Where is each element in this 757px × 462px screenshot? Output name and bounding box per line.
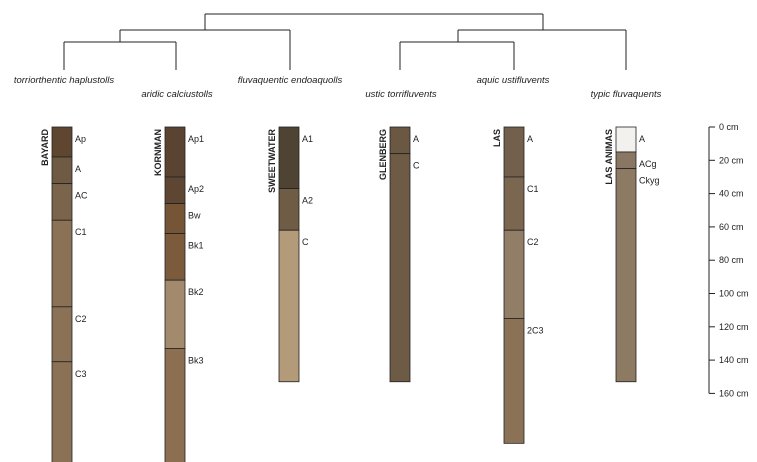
horizon-label: C: [413, 161, 420, 171]
horizon-label: Bk1: [188, 241, 204, 251]
taxonomy-label: aquic ustifluvents: [477, 75, 550, 86]
horizon-label: A: [413, 134, 419, 144]
taxonomy-label: torriorthentic haplustolls: [14, 75, 115, 86]
horizon-label: 2C3: [527, 325, 544, 335]
scale-tick-label: 20 cm: [719, 155, 744, 165]
horizon-block: [389, 153, 411, 383]
horizon-block: [503, 318, 525, 444]
soil-profile: A C GLENBERG: [378, 126, 420, 383]
horizon-label: Bk3: [188, 355, 204, 365]
horizon-label: C1: [75, 227, 87, 237]
horizon-block: [51, 156, 73, 185]
dendrogram: [63, 13, 627, 70]
scale-tick-label: 120 cm: [719, 322, 749, 332]
series-label: LAS: [492, 129, 502, 147]
horizon-block: [51, 183, 73, 221]
soil-profile: Ap A AC C1 C2 C3 BAYARD: [40, 126, 88, 462]
horizon-label: C1: [527, 184, 539, 194]
series-label: LAS ANIMAS: [604, 129, 614, 185]
taxonomy-label: fluvaquentic endoaquolls: [238, 75, 343, 86]
taxonomy-label: aridic calciustolls: [141, 89, 213, 100]
horizon-label: Ap2: [188, 184, 204, 194]
horizon-label: A: [527, 134, 533, 144]
scale-tick-label: 100 cm: [719, 289, 749, 299]
horizon-block: [389, 126, 411, 155]
horizon-label: Ap1: [188, 134, 204, 144]
horizon-block: [615, 126, 637, 153]
horizon-label: C3: [75, 369, 87, 379]
scale-tick-label: 160 cm: [719, 388, 749, 398]
series-label: GLENBERG: [378, 129, 388, 180]
scale-tick-label: 140 cm: [719, 355, 749, 365]
horizon-block: [164, 279, 186, 349]
horizon-label: A: [639, 134, 645, 144]
horizon-block: [278, 229, 300, 383]
depth-scale: 0 cm 20 cm 40 cm 60 cm 80 cm 100 cm 120 cm 140 …: [708, 122, 749, 398]
horizon-block: [51, 219, 73, 308]
horizon-label: Bw: [188, 211, 201, 221]
series-label: KORNMAN: [153, 129, 163, 176]
series-label: SWEETWATER: [267, 129, 277, 193]
scale-tick-label: 0 cm: [719, 122, 739, 132]
horizon-label: Ckyg: [639, 176, 660, 186]
horizon-block: [164, 126, 186, 178]
horizon-block: [278, 126, 300, 190]
series-label: BAYARD: [40, 129, 50, 166]
horizon-block: [278, 188, 300, 231]
horizon-label: C: [302, 237, 309, 247]
soil-profile: A ACg Ckyg LAS ANIMAS: [604, 126, 660, 383]
horizon-label: C2: [75, 314, 87, 324]
horizon-label: Bk2: [188, 287, 204, 297]
soil-profile: Ap1 Ap2 Bw Bk1 Bk2 Bk3 KORNMAN: [153, 126, 204, 462]
horizon-label: Ap: [75, 134, 86, 144]
scale-tick-label: 80 cm: [719, 255, 744, 265]
scale-tick-label: 40 cm: [719, 189, 744, 199]
taxonomy-labels: torriorthentic haplustolls aridic calcius…: [14, 75, 662, 100]
horizon-block: [164, 233, 186, 281]
horizon-block: [164, 176, 186, 204]
horizon-block: [615, 168, 637, 383]
horizon-block: [503, 229, 525, 319]
horizon-block: [615, 151, 637, 170]
horizon-label: C2: [527, 237, 539, 247]
scale-tick-label: 60 cm: [719, 222, 744, 232]
horizon-block: [51, 126, 73, 158]
soil-profile: A C1 C2 2C3 LAS: [492, 126, 544, 444]
horizon-label: AC: [75, 191, 88, 201]
horizon-block: [503, 126, 525, 178]
horizon-block: [51, 361, 73, 462]
taxonomy-label: ustic torrifluvents: [365, 89, 437, 100]
taxonomy-label: typic fluvaquents: [591, 89, 662, 100]
horizon-label: A2: [302, 196, 313, 206]
horizon-label: A: [75, 164, 81, 174]
soil-profile: A1 A2 C SWEETWATER: [267, 126, 313, 383]
horizon-block: [51, 306, 73, 363]
horizon-block: [503, 176, 525, 231]
horizon-label: ACg: [639, 159, 657, 169]
horizon-block: [164, 203, 186, 234]
horizon-block: [164, 348, 186, 462]
horizon-label: A1: [302, 134, 313, 144]
